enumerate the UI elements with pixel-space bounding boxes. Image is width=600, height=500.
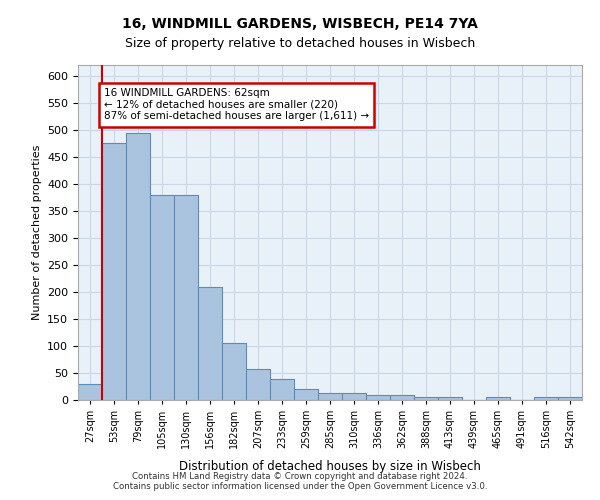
Bar xyxy=(414,398,438,400)
Bar xyxy=(294,389,318,400)
Y-axis label: Number of detached properties: Number of detached properties xyxy=(32,145,41,320)
Bar xyxy=(174,194,198,400)
Bar xyxy=(318,393,342,400)
Text: Contains HM Land Registry data © Crown copyright and database right 2024.: Contains HM Land Registry data © Crown c… xyxy=(132,472,468,481)
Bar xyxy=(198,286,222,400)
Text: Contains public sector information licensed under the Open Government Licence v3: Contains public sector information licen… xyxy=(113,482,487,491)
Bar xyxy=(558,398,582,400)
Bar xyxy=(438,398,462,400)
Bar xyxy=(150,194,174,400)
Bar xyxy=(78,384,102,400)
Bar xyxy=(126,132,150,400)
Bar xyxy=(366,394,390,400)
Bar xyxy=(246,369,270,400)
Bar xyxy=(342,393,366,400)
Bar xyxy=(270,380,294,400)
Bar xyxy=(486,398,510,400)
Text: 16 WINDMILL GARDENS: 62sqm
← 12% of detached houses are smaller (220)
87% of sem: 16 WINDMILL GARDENS: 62sqm ← 12% of deta… xyxy=(104,88,369,122)
X-axis label: Distribution of detached houses by size in Wisbech: Distribution of detached houses by size … xyxy=(179,460,481,472)
Bar xyxy=(222,344,246,400)
Text: Size of property relative to detached houses in Wisbech: Size of property relative to detached ho… xyxy=(125,38,475,51)
Bar xyxy=(102,144,126,400)
Bar xyxy=(534,398,558,400)
Text: 16, WINDMILL GARDENS, WISBECH, PE14 7YA: 16, WINDMILL GARDENS, WISBECH, PE14 7YA xyxy=(122,18,478,32)
Bar xyxy=(390,394,414,400)
